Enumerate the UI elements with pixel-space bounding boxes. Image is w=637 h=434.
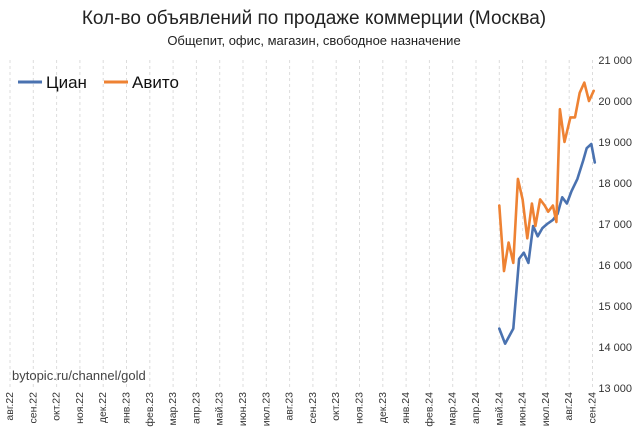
x-tick-label: май.24 [493, 392, 505, 426]
x-tick-label: сен.22 [27, 392, 39, 424]
watermark: bytopic.ru/channel/gold [12, 368, 146, 383]
x-tick-label: мар.23 [167, 392, 179, 426]
chart-title: Кол-во объявлений по продаже коммерции (… [82, 8, 546, 29]
y-tick-label: 13 000 [598, 383, 632, 395]
x-axis-ticks: авг.22 сен.22 окт.22 ноя.22 дек.22 янв.23 фев.… [4, 392, 599, 427]
x-tick-label: июн.24 [517, 392, 529, 426]
x-tick-label: апр.24 [470, 392, 482, 424]
x-tick-label: фев.24 [423, 392, 435, 427]
grid-lines [9, 60, 593, 388]
y-tick-label: 16 000 [598, 260, 632, 272]
y-tick-label: 21 000 [598, 55, 632, 67]
x-tick-label: июл.23 [260, 392, 272, 426]
x-tick-label: июн.23 [237, 392, 249, 426]
x-tick-label: ноя.22 [74, 392, 86, 424]
x-tick-label: сен.23 [307, 392, 319, 424]
x-tick-label: янв.24 [400, 392, 412, 424]
legend-label-avito: Авито [132, 73, 179, 92]
series-line-cian [497, 142, 597, 346]
x-tick-label: дек.23 [377, 392, 389, 423]
legend: Циан Авито [18, 73, 179, 92]
series-lines [497, 81, 597, 346]
x-tick-label: май.23 [214, 392, 226, 426]
y-axis-ticks: 13 000 14 000 15 000 16 000 17 000 18 000 19 0… [598, 55, 632, 395]
y-tick-label: 19 000 [598, 137, 632, 149]
x-tick-label: дек.22 [97, 392, 109, 423]
x-tick-label: авг.22 [4, 392, 16, 421]
x-tick-label: янв.23 [121, 392, 133, 424]
y-tick-label: 18 000 [598, 178, 632, 190]
x-tick-label: окт.22 [51, 392, 63, 421]
x-tick-label: авг.24 [563, 392, 575, 421]
x-tick-label: окт.23 [330, 392, 342, 421]
x-tick-label: фев.23 [144, 392, 156, 427]
y-tick-label: 20 000 [598, 96, 632, 108]
x-tick-label: апр.23 [190, 392, 202, 424]
series-line-avito [497, 81, 596, 273]
x-tick-label: июл.24 [540, 392, 552, 426]
x-tick-label: сен.24 [587, 392, 599, 424]
x-tick-label: ноя.23 [354, 392, 366, 424]
y-tick-label: 17 000 [598, 219, 632, 231]
chart-subtitle: Общепит, офис, магазин, свободное назнач… [167, 33, 460, 48]
x-tick-label: авг.23 [284, 392, 296, 421]
y-tick-label: 14 000 [598, 342, 632, 354]
legend-label-cian: Циан [46, 73, 87, 92]
x-tick-label: мар.24 [447, 392, 459, 426]
y-tick-label: 15 000 [598, 301, 632, 313]
